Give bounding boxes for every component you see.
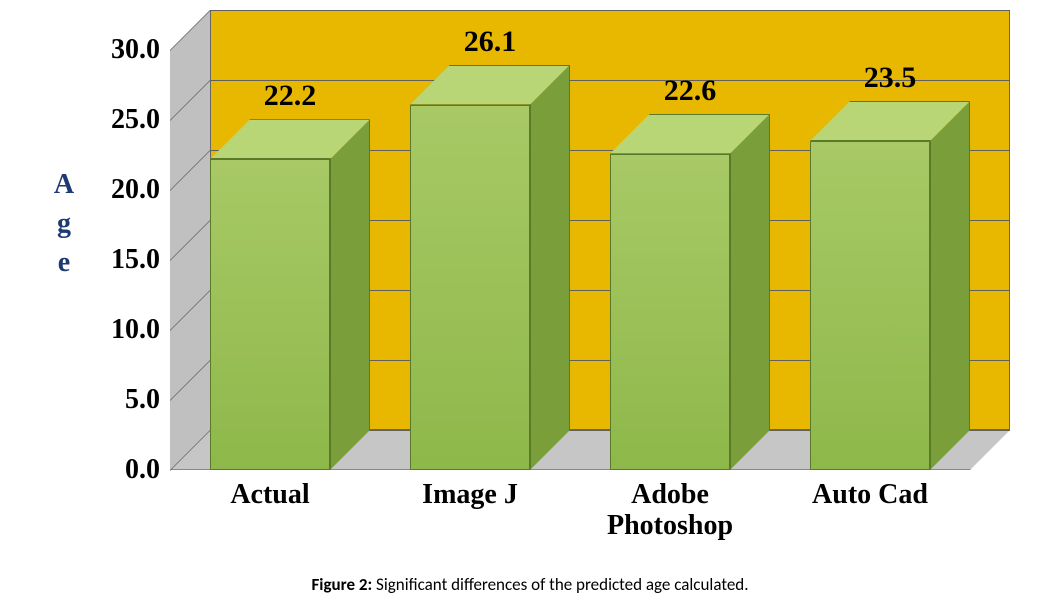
bar xyxy=(610,114,770,470)
bar-chart: A g e 22.2 26.1 22.6 23.5 Actual Image J Adob… xyxy=(50,10,1030,550)
y-tick-label: 30.0 xyxy=(80,34,160,66)
y-axis-label: A g e xyxy=(50,165,80,283)
bar-side xyxy=(730,114,770,470)
bar-value-label: 23.5 xyxy=(864,61,917,95)
y-tick-label: 20.0 xyxy=(80,174,160,206)
bar-side xyxy=(330,119,370,470)
bar-side xyxy=(930,101,970,470)
bar-value-label: 22.2 xyxy=(264,79,317,113)
x-tick-label: AdobePhotoshop xyxy=(607,480,733,542)
x-tick-label: Image J xyxy=(422,480,518,511)
y-axis-letter: A xyxy=(50,165,80,204)
bar xyxy=(410,65,570,470)
y-tick-label: 15.0 xyxy=(80,244,160,276)
bar-front xyxy=(410,105,530,470)
bars-group: 22.2 26.1 22.6 23.5 xyxy=(170,10,1010,470)
figure-caption: Figure 2: Significant differences of the… xyxy=(0,574,1060,595)
caption-text: Significant differences of the predicted… xyxy=(372,574,748,595)
bar-front xyxy=(810,141,930,470)
bar-value-label: 22.6 xyxy=(664,74,717,108)
x-tick-label: Auto Cad xyxy=(812,480,928,511)
y-tick-label: 25.0 xyxy=(80,104,160,136)
bar-side xyxy=(530,65,570,470)
bar-value-label: 26.1 xyxy=(464,25,517,59)
y-axis-letter: g xyxy=(50,204,80,243)
bar-front xyxy=(210,159,330,470)
y-tick-label: 10.0 xyxy=(80,314,160,346)
x-tick-label: Actual xyxy=(230,480,309,511)
y-tick-label: 5.0 xyxy=(80,384,160,416)
bar xyxy=(810,101,970,470)
y-tick-label: 0.0 xyxy=(80,454,160,486)
bar-front xyxy=(610,154,730,470)
bar xyxy=(210,119,370,470)
plot-area: 22.226.122.623.5 ActualImage JAdobePhoto… xyxy=(170,10,1010,470)
caption-prefix: Figure 2: xyxy=(311,574,372,595)
y-axis-letter: e xyxy=(50,243,80,282)
